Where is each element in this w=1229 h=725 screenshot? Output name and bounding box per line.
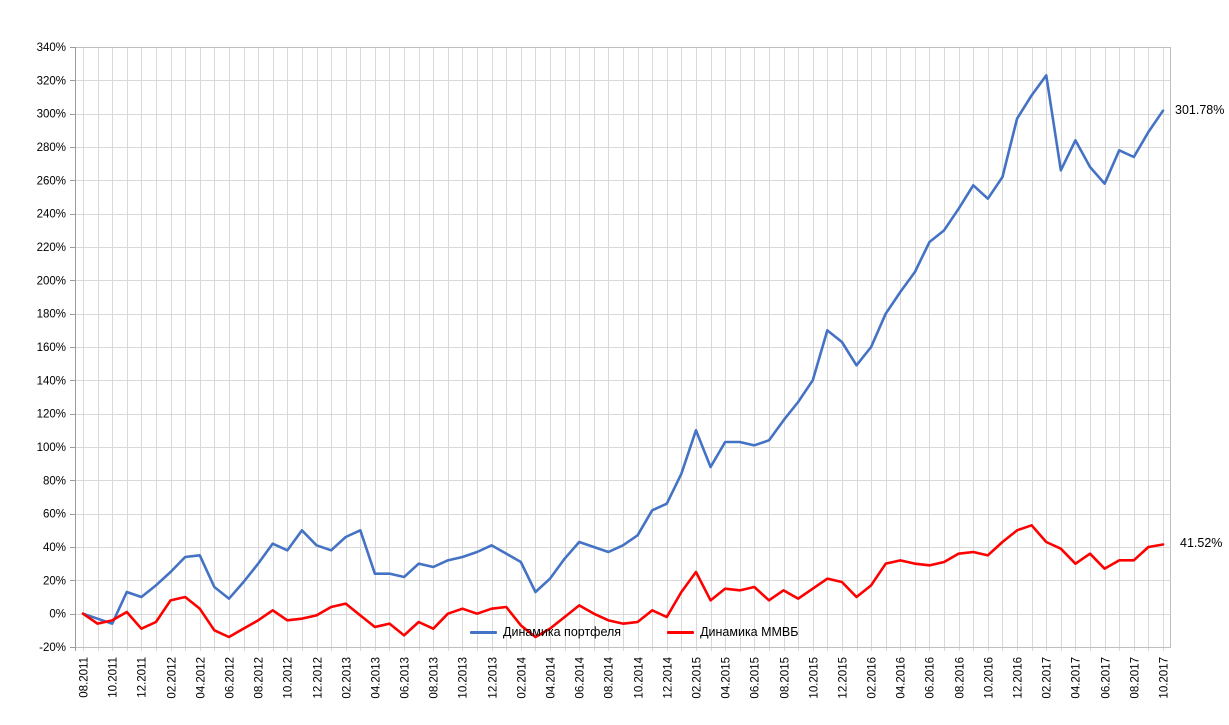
svg-text:08.2011: 08.2011: [79, 657, 91, 698]
svg-text:04.2015: 04.2015: [721, 657, 733, 699]
x-axis-labels: 08.2011 10.2011 12.2011 02.2012 04.2012 06.20…: [79, 656, 1171, 698]
horizontal-gridlines: [75, 47, 1170, 648]
svg-text:06.2016: 06.2016: [925, 657, 937, 699]
svg-text:08.2017: 08.2017: [1130, 657, 1142, 699]
svg-text:02.2013: 02.2013: [342, 657, 354, 699]
svg-text:300%: 300%: [37, 109, 66, 121]
legend-label-portfolio: Динамика портфеля: [503, 625, 622, 639]
svg-text:10.2013: 10.2013: [458, 657, 470, 699]
svg-text:220%: 220%: [37, 242, 66, 254]
svg-text:320%: 320%: [37, 75, 66, 87]
svg-text:08.2014: 08.2014: [604, 656, 616, 698]
legend-item-portfolio: Динамика портфеля: [470, 625, 621, 639]
svg-text:12.2016: 12.2016: [1013, 657, 1025, 699]
svg-text:0%: 0%: [49, 609, 66, 621]
svg-text:340%: 340%: [37, 42, 66, 54]
svg-text:06.2017: 06.2017: [1101, 657, 1113, 699]
svg-text:10.2014: 10.2014: [634, 656, 646, 698]
svg-text:140%: 140%: [37, 375, 66, 387]
svg-text:08.2015: 08.2015: [780, 657, 792, 699]
svg-text:04.2014: 04.2014: [546, 656, 558, 698]
svg-text:10.2012: 10.2012: [283, 657, 295, 699]
mmvb-line-sample: [667, 630, 695, 634]
svg-text:100%: 100%: [37, 442, 66, 454]
svg-text:160%: 160%: [37, 342, 66, 354]
svg-text:240%: 240%: [37, 209, 66, 221]
svg-text:06.2013: 06.2013: [400, 657, 412, 699]
svg-text:-20%: -20%: [39, 642, 66, 654]
svg-text:08.2012: 08.2012: [254, 657, 266, 699]
svg-text:180%: 180%: [37, 309, 66, 321]
y-axis-labels: 340% 320% 300% 280% 260% 240% 220% 200% 180% 160%…: [37, 42, 66, 654]
svg-text:10.2011: 10.2011: [108, 657, 120, 698]
svg-text:12.2012: 12.2012: [313, 657, 325, 699]
vertical-gridlines: [83, 47, 1164, 651]
svg-text:04.2017: 04.2017: [1071, 657, 1083, 699]
svg-text:02.2014: 02.2014: [517, 656, 529, 698]
svg-text:80%: 80%: [43, 475, 66, 487]
portfolio-line-sample: [470, 630, 497, 634]
svg-text:20%: 20%: [43, 575, 66, 587]
svg-text:12.2013: 12.2013: [488, 657, 500, 699]
svg-text:260%: 260%: [37, 175, 66, 187]
svg-text:02.2015: 02.2015: [692, 657, 704, 699]
svg-text:10.2016: 10.2016: [984, 657, 996, 699]
svg-text:10.2015: 10.2015: [809, 657, 821, 699]
svg-text:02.2012: 02.2012: [167, 657, 179, 699]
svg-text:06.2014: 06.2014: [575, 656, 587, 698]
legend-label-mmvb: Динамика ММВБ: [700, 625, 799, 639]
legend-item-mmvb: Динамика ММВБ: [667, 625, 798, 639]
svg-text:08.2016: 08.2016: [955, 657, 967, 699]
svg-text:12.2015: 12.2015: [838, 657, 850, 699]
svg-text:06.2012: 06.2012: [225, 657, 237, 699]
svg-text:12.2014: 12.2014: [663, 656, 675, 698]
end-value-mmvb: 41.52%: [1180, 536, 1223, 550]
svg-text:02.2017: 02.2017: [1042, 657, 1054, 699]
svg-text:280%: 280%: [37, 142, 66, 154]
series-line-1: [81, 524, 1165, 639]
svg-text:120%: 120%: [37, 409, 66, 421]
end-value-portfolio: 301.78%: [1175, 103, 1225, 117]
svg-text:04.2012: 04.2012: [196, 657, 208, 699]
svg-text:12.2011: 12.2011: [137, 657, 149, 698]
svg-text:04.2013: 04.2013: [371, 657, 383, 699]
chart-legend: Динамика портфеля Динамика ММВБ: [470, 625, 798, 639]
svg-text:08.2013: 08.2013: [429, 657, 441, 699]
svg-text:04.2016: 04.2016: [896, 657, 908, 699]
svg-text:02.2016: 02.2016: [867, 657, 879, 699]
svg-text:60%: 60%: [43, 509, 66, 521]
y-axis-ticks: [70, 47, 75, 648]
svg-text:06.2015: 06.2015: [750, 657, 762, 699]
svg-text:200%: 200%: [37, 275, 66, 287]
series-line-0: [81, 74, 1165, 625]
svg-text:10.2017: 10.2017: [1159, 657, 1171, 699]
svg-text:40%: 40%: [43, 542, 66, 554]
